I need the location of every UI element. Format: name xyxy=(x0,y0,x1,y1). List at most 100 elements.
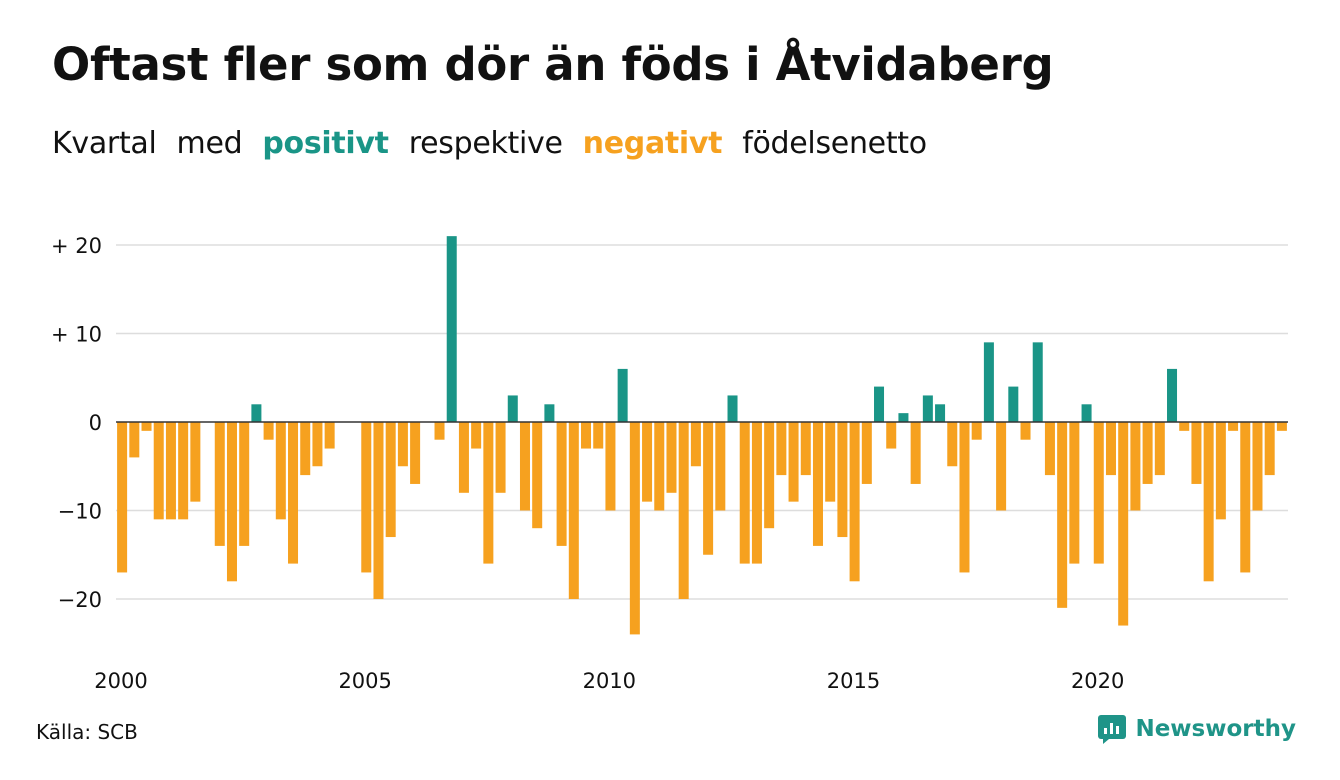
bar xyxy=(471,422,482,449)
bar xyxy=(214,422,225,546)
bar xyxy=(825,422,836,502)
bar xyxy=(1252,422,1263,511)
bar xyxy=(1276,422,1287,431)
bar xyxy=(373,422,384,599)
bar xyxy=(996,422,1007,511)
bar xyxy=(898,413,909,422)
bar xyxy=(1093,422,1104,564)
bar xyxy=(410,422,421,484)
bar xyxy=(910,422,921,484)
subtitle-word: med xyxy=(176,126,243,161)
source-label: Källa: SCB xyxy=(36,720,138,744)
bar xyxy=(690,422,701,467)
x-tick-label: 2010 xyxy=(583,669,636,693)
bar xyxy=(751,422,762,564)
bar xyxy=(129,422,140,458)
bar xyxy=(361,422,372,573)
bar xyxy=(776,422,787,476)
newsworthy-logo-icon xyxy=(1098,715,1127,744)
bar xyxy=(837,422,848,538)
bar xyxy=(629,422,640,635)
bar xyxy=(727,395,738,422)
bar xyxy=(324,422,335,449)
y-tick-label: + 10 xyxy=(51,323,102,347)
bar xyxy=(226,422,237,582)
bar xyxy=(165,422,176,520)
bar xyxy=(178,422,189,520)
bar xyxy=(739,422,750,564)
bar xyxy=(959,422,970,573)
bar xyxy=(1264,422,1275,476)
bar xyxy=(1228,422,1239,431)
x-tick-label: 2015 xyxy=(827,669,880,693)
bar xyxy=(446,236,457,422)
subtitle-positive-word: positivt xyxy=(262,126,389,161)
bar xyxy=(715,422,726,511)
bar xyxy=(1020,422,1031,440)
bar xyxy=(532,422,543,529)
bar xyxy=(849,422,860,582)
bar xyxy=(483,422,494,564)
y-tick-label: −10 xyxy=(58,500,102,524)
subtitle-word: födelsenetto xyxy=(742,126,927,161)
subtitle-word: Kvartal xyxy=(52,126,157,161)
bar xyxy=(190,422,201,502)
bar xyxy=(434,422,445,440)
bar xyxy=(275,422,286,520)
bar xyxy=(263,422,274,440)
brand-logo[interactable]: Newsworthy xyxy=(1097,714,1296,744)
bar xyxy=(1179,422,1190,431)
bar xyxy=(935,404,946,422)
bar xyxy=(1057,422,1068,608)
bar xyxy=(312,422,323,467)
y-tick-label: 0 xyxy=(89,411,102,435)
bar xyxy=(519,422,530,511)
bar xyxy=(788,422,799,502)
bar xyxy=(507,395,518,422)
bar xyxy=(544,404,555,422)
bar xyxy=(288,422,299,564)
bar xyxy=(947,422,958,467)
bar xyxy=(1240,422,1251,573)
bar xyxy=(764,422,775,529)
chart-subtitle: Kvartal med positivt respektive negativt föde… xyxy=(52,126,947,161)
bar xyxy=(1081,404,1092,422)
bar xyxy=(1118,422,1129,626)
bar xyxy=(1069,422,1080,564)
bar xyxy=(1191,422,1202,484)
bar xyxy=(971,422,982,440)
bar xyxy=(556,422,567,546)
bar xyxy=(617,368,628,422)
bar xyxy=(1203,422,1214,582)
bar xyxy=(654,422,665,511)
y-tick-label: −20 xyxy=(58,588,102,612)
bar xyxy=(886,422,897,449)
bar xyxy=(1130,422,1141,511)
bar xyxy=(605,422,616,511)
bar xyxy=(1215,422,1226,520)
bar xyxy=(642,422,653,502)
y-tick-label: + 20 xyxy=(51,234,102,258)
bar xyxy=(581,422,592,449)
bar xyxy=(397,422,408,467)
bar xyxy=(1008,386,1019,422)
bar xyxy=(117,422,128,573)
bar xyxy=(1044,422,1055,476)
bar xyxy=(983,342,994,422)
bar xyxy=(861,422,872,484)
bar xyxy=(1032,342,1043,422)
bar xyxy=(495,422,506,493)
bar xyxy=(1154,422,1165,476)
bar xyxy=(1142,422,1153,484)
bar xyxy=(568,422,579,599)
bar xyxy=(458,422,469,493)
bar xyxy=(1167,368,1178,422)
bar xyxy=(922,395,933,422)
bar xyxy=(1105,422,1116,476)
bar xyxy=(666,422,677,493)
bar xyxy=(251,404,262,422)
bar xyxy=(300,422,311,476)
bar xyxy=(874,386,885,422)
x-tick-label: 2005 xyxy=(338,669,391,693)
